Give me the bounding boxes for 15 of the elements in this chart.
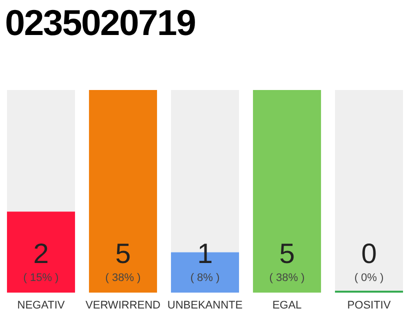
x-tick-label: VERWIRREND: [86, 299, 161, 312]
annotation: ( 8% ): [190, 272, 220, 284]
x-tick-label: UNBEKANNTE: [167, 299, 243, 312]
x-tick-label: NEGATIV: [17, 299, 66, 312]
x-tick-label: EGAL: [272, 299, 302, 312]
annotation: ( 15% ): [23, 272, 59, 284]
data-label: 2: [33, 238, 49, 269]
annotation: ( 38% ): [269, 272, 305, 284]
data-label: 5: [279, 238, 295, 269]
annotation: ( 0% ): [354, 272, 384, 284]
data-label: 0: [361, 238, 377, 269]
annotation: ( 38% ): [105, 272, 141, 284]
x-tick-label: POSITIV: [347, 299, 392, 312]
chart-title: 0235020719: [5, 2, 196, 44]
data-label: 5: [115, 238, 131, 269]
